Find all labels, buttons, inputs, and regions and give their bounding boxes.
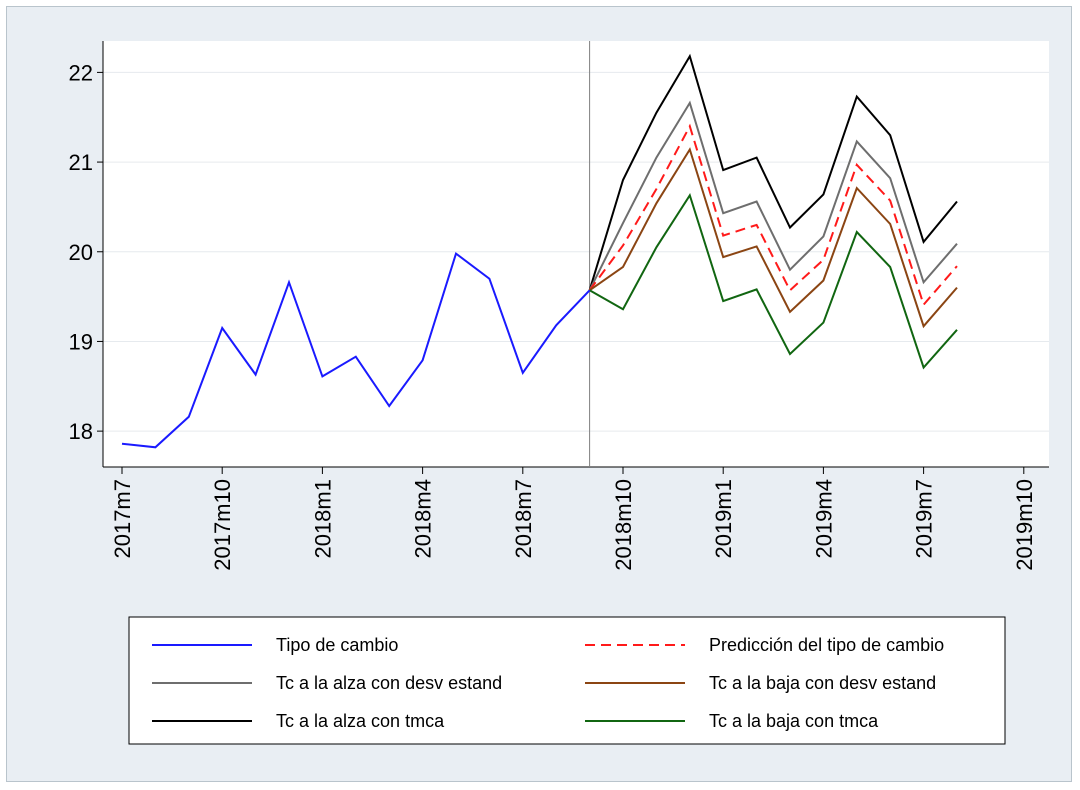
chart-frame: 18 19 20 21 22 2017m7 2017m10 2018m1 2018m4 2018… [6, 6, 1072, 782]
x-tick-label: 2018m1 [310, 479, 335, 559]
legend-label: Tc a la baja con tmca [709, 711, 879, 731]
y-tick-label: 19 [69, 329, 93, 354]
gridlines [103, 71, 1049, 432]
legend-label: Predicción del tipo de cambio [709, 635, 944, 655]
plot-area [103, 41, 1049, 467]
x-tick-label: 2018m7 [511, 479, 536, 559]
series-lines [121, 53, 958, 449]
series-line-1 [121, 251, 591, 449]
legend-box [128, 616, 1006, 745]
x-tick-label: 2018m10 [611, 479, 636, 571]
series-line-6 [589, 192, 958, 370]
x-tick-label: 2019m7 [912, 479, 937, 559]
line-chart: 18 19 20 21 22 2017m7 2017m10 2018m1 2018m4 2018… [69, 41, 1049, 745]
series-line-3 [588, 100, 958, 291]
x-tick-label: 2018m4 [411, 479, 436, 559]
x-ticks: 2017m7 2017m10 2018m1 2018m4 2018m7 2018m10 20… [110, 467, 1037, 571]
axes [102, 41, 1049, 468]
x-tick-label: 2017m7 [110, 479, 135, 559]
legend-label: Tc a la baja con desv estand [709, 673, 936, 693]
series-line-2 [588, 123, 958, 307]
legend-label: Tc a la alza con tmca [276, 711, 445, 731]
legend-label: Tc a la alza con desv estand [276, 673, 502, 693]
y-tick-label: 18 [69, 419, 93, 444]
y-ticks: 18 19 20 21 22 [69, 60, 103, 444]
legend-label: Tipo de cambio [276, 635, 398, 655]
y-tick-label: 22 [69, 60, 93, 85]
legend: Tipo de cambio Predicción del tipo de cam… [152, 635, 944, 731]
x-tick-label: 2019m10 [1012, 479, 1037, 571]
x-tick-label: 2019m4 [811, 479, 836, 559]
y-tick-label: 21 [69, 150, 93, 175]
x-tick-label: 2019m1 [711, 479, 736, 559]
x-tick-label: 2017m10 [210, 479, 235, 571]
y-tick-label: 20 [69, 240, 93, 265]
series-line-4 [589, 147, 958, 329]
series-line-5 [588, 53, 958, 291]
